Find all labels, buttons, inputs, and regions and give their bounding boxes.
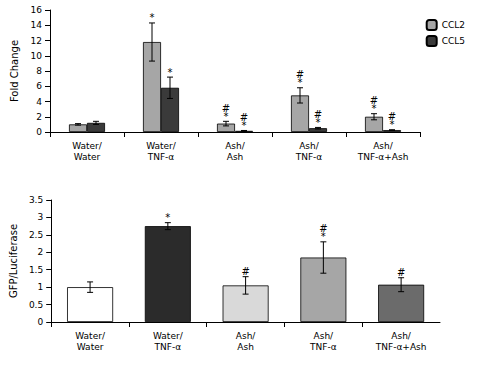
svg-text:TNF-α: TNF-α [309,342,337,352]
svg-text:TNF-α: TNF-α [295,152,323,162]
svg-text:8: 8 [36,66,42,76]
svg-text:#: # [241,266,249,277]
svg-text:*: * [390,119,395,130]
svg-text:2: 2 [36,112,42,122]
svg-text:0: 0 [36,127,42,137]
svg-text:*: * [316,117,321,128]
svg-text:1.5: 1.5 [29,265,43,275]
svg-text:*: * [298,77,303,88]
svg-text:14: 14 [31,20,43,30]
svg-text:6: 6 [36,81,42,91]
svg-text:Ash/: Ash/ [314,331,335,341]
svg-text:*: * [224,111,229,122]
svg-text:*: * [150,12,155,23]
svg-text:3.5: 3.5 [29,195,43,205]
svg-text:Water/: Water/ [72,141,103,151]
svg-text:10: 10 [31,51,43,61]
svg-text:4: 4 [36,97,42,107]
svg-text:Water/: Water/ [75,331,106,341]
svg-text:GFP/Luciferase: GFP/Luciferase [8,224,19,298]
svg-text:#: # [397,267,405,278]
svg-text:Water: Water [74,152,101,162]
svg-text:2: 2 [37,247,43,257]
svg-text:Ash: Ash [227,152,244,162]
svg-text:*: * [372,103,377,114]
svg-text:CCL5: CCL5 [442,36,465,46]
svg-text:*: * [321,231,326,242]
svg-text:Ash/: Ash/ [391,331,412,341]
svg-text:Fold Change: Fold Change [9,40,20,102]
svg-text:3: 3 [37,212,43,222]
svg-text:TNF-α+Ash: TNF-α+Ash [357,152,409,162]
svg-text:16: 16 [31,5,43,15]
svg-text:Ash/: Ash/ [225,141,246,151]
svg-text:0.5: 0.5 [29,300,43,310]
svg-text:Ash/: Ash/ [373,141,394,151]
svg-text:Ash: Ash [237,342,254,352]
svg-text:TNF-α: TNF-α [154,342,182,352]
svg-text:*: * [242,120,247,131]
svg-text:Water/: Water/ [153,331,184,341]
svg-text:CCL2: CCL2 [442,20,465,30]
svg-text:Ash/: Ash/ [299,141,320,151]
svg-text:*: * [168,67,173,78]
svg-text:Water: Water [77,342,104,352]
svg-text:0: 0 [37,317,43,327]
svg-text:*: * [165,212,170,223]
svg-text:12: 12 [31,36,42,46]
svg-text:TNF-α: TNF-α [147,152,175,162]
svg-text:2.5: 2.5 [29,230,43,240]
svg-text:Water/: Water/ [146,141,177,151]
svg-text:1: 1 [37,282,43,292]
svg-text:TNF-α+Ash: TNF-α+Ash [375,342,427,352]
svg-text:Ash/: Ash/ [236,331,257,341]
